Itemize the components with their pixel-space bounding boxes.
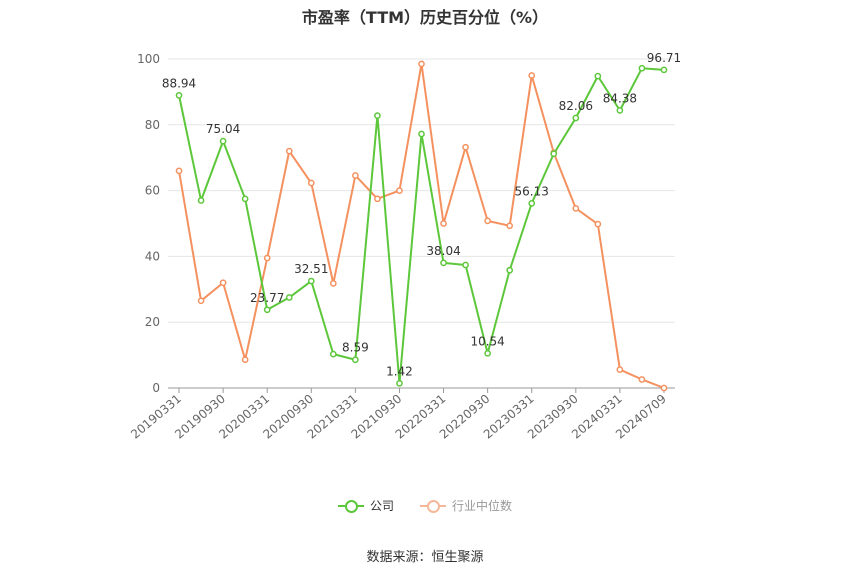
data-point-0	[197, 197, 205, 204]
legend-company-marker-icon	[337, 499, 364, 513]
data-point-1	[462, 143, 469, 151]
data-point-1	[616, 366, 624, 373]
data-point-1	[418, 60, 425, 68]
data-point-1	[396, 187, 403, 194]
series-lines	[175, 60, 668, 392]
legend-company-label: 公司	[369, 499, 394, 513]
data-point-0	[263, 306, 271, 314]
data-point-0	[594, 72, 602, 80]
data-label: 8.59	[342, 341, 369, 355]
series-line-0	[178, 67, 665, 385]
data-point-0	[506, 266, 514, 274]
data-point-1	[528, 72, 536, 79]
data-label: 23.77	[250, 291, 284, 305]
data-point-0	[484, 349, 491, 357]
data-point-1	[175, 167, 183, 175]
data-point-1	[241, 356, 249, 364]
legend-item-company[interactable]: 公司	[337, 497, 394, 514]
data-point-0	[616, 107, 624, 114]
data-labels: 88.94 75.04 23.77 32.51 8.59 1.42 38.04 10.54 56…	[162, 51, 681, 379]
y-tick-label: 0	[152, 381, 160, 395]
data-label: 38.04	[426, 244, 460, 258]
data-label: 82.06	[559, 99, 593, 113]
data-point-1	[374, 195, 381, 203]
data-label: 84.38	[603, 91, 637, 105]
data-label: 96.71	[647, 51, 681, 65]
data-point-1	[484, 217, 491, 225]
data-point-1	[197, 297, 205, 305]
data-point-0	[440, 259, 447, 267]
y-tick-label: 40	[145, 249, 160, 263]
data-point-1	[263, 254, 271, 262]
data-point-0	[550, 150, 558, 158]
data-point-1	[638, 376, 646, 383]
data-point-1	[506, 222, 514, 230]
legend-industry-label: 行业中位数	[452, 499, 513, 513]
data-point-0	[329, 350, 337, 358]
y-tick-label: 80	[145, 118, 160, 132]
data-point-0	[396, 379, 403, 387]
data-point-1	[660, 384, 668, 392]
data-point-1	[572, 205, 580, 212]
y-tick-label: 60	[145, 184, 160, 198]
data-point-0	[241, 195, 249, 203]
data-point-1	[329, 280, 337, 287]
data-point-1	[285, 147, 293, 155]
data-source: 数据来源：恒生聚源	[366, 550, 484, 565]
data-point-0	[285, 294, 293, 301]
data-label: 88.94	[162, 76, 196, 90]
data-point-1	[352, 172, 359, 179]
data-point-1	[440, 220, 447, 227]
y-tick-label: 20	[145, 315, 160, 329]
data-label: 1.42	[386, 364, 413, 378]
data-label: 75.04	[206, 122, 240, 136]
data-point-0	[352, 356, 359, 364]
y-tick-label: 100	[137, 52, 160, 66]
legend: 公司 行业中位数	[0, 497, 850, 514]
data-label: 10.54	[470, 334, 504, 348]
data-point-0	[374, 112, 381, 119]
data-point-0	[572, 114, 580, 122]
data-point-0	[462, 261, 469, 269]
data-point-1	[219, 279, 227, 287]
x-axis: 2019033120190930202003312020093020210331…	[128, 387, 675, 442]
data-point-0	[660, 66, 668, 74]
legend-industry-marker-icon	[420, 499, 446, 513]
data-point-0	[418, 130, 425, 138]
chart-plot: 0 20 40 60 80 100 201903312019093020200331202…	[128, 51, 681, 442]
data-label: 56.13	[515, 184, 549, 198]
data-label: 32.51	[294, 262, 328, 276]
legend-item-industry-median[interactable]: 行业中位数	[420, 497, 512, 514]
data-point-0	[638, 64, 646, 72]
chart-title: 市盈率（TTM）历史百分位（%）	[301, 8, 549, 27]
data-point-1	[594, 220, 602, 228]
grid-lines: 0 20 40 60 80 100	[137, 52, 675, 395]
data-point-0	[219, 137, 227, 145]
data-point-0	[528, 199, 536, 207]
data-point-0	[175, 92, 183, 99]
data-point-1	[307, 179, 315, 187]
data-point-0	[307, 277, 315, 285]
